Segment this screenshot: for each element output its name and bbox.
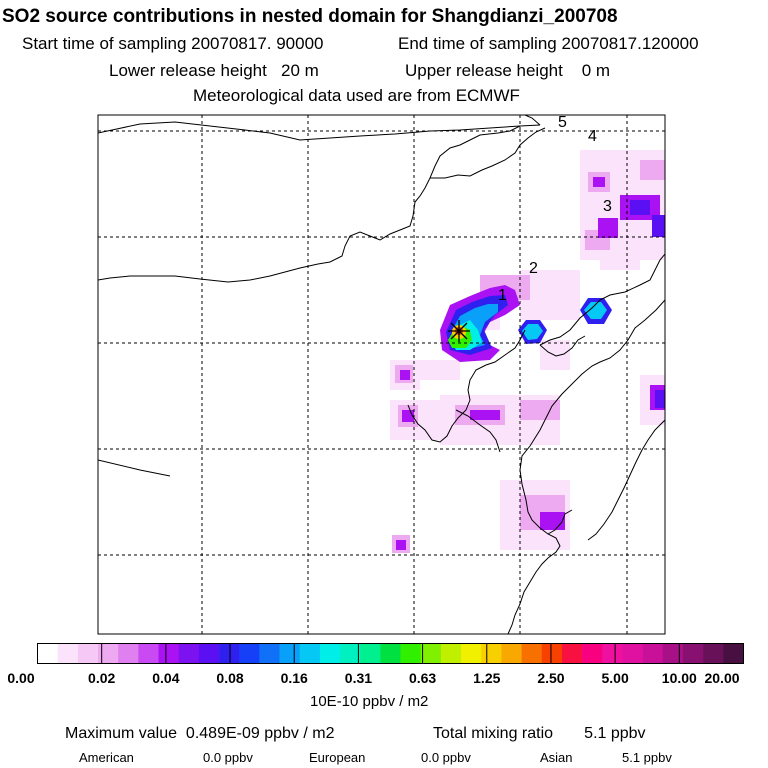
total-mixing-value: 5.1 ppbv [584, 725, 646, 742]
maximum-value-label: Maximum value [65, 725, 178, 742]
coastlines [98, 115, 665, 634]
colorbar-cell [319, 643, 341, 664]
upper-release-label: Upper release height [405, 61, 563, 80]
lower-release-value: 20 m [281, 61, 319, 80]
meteo-source: Meteorological data used are from ECMWF [193, 86, 520, 105]
colorbar-cell [420, 643, 442, 664]
colorbar-cell [602, 643, 623, 664]
colorbar-tick-label: 0.04 [152, 670, 180, 686]
colorbar-tick-label: 2.50 [537, 670, 565, 686]
colorbar-cell [279, 643, 301, 664]
colorbar-cell [481, 643, 502, 664]
contour-label-4: 4 [588, 128, 597, 145]
colorbar-tick-label: 1.25 [473, 670, 501, 686]
map-frame [97, 114, 666, 635]
colorbar-cell [703, 643, 724, 664]
colorbar-cell [77, 643, 99, 664]
upper-release-height: Upper release height 0 m [405, 61, 610, 81]
contour-label-1: 1 [498, 287, 507, 304]
maximum-value: Maximum value 0.489E-09 ppbv / m2 [65, 725, 334, 743]
colorbar-cell [259, 643, 280, 664]
colorbar-cell [501, 643, 522, 664]
plot-title: SO2 source contributions in nested domai… [2, 6, 618, 27]
colorbar-cell [219, 643, 240, 664]
colorbar-cell [57, 643, 79, 664]
asian-label: Asian [540, 750, 573, 765]
colorbar-cell [561, 643, 583, 664]
colorbar-cell [360, 643, 381, 664]
colorbar-cell [461, 643, 482, 664]
colorbar-cell [662, 643, 684, 664]
concentration-field [98, 115, 665, 634]
colorbar-cell [380, 643, 401, 664]
colorbar-tick-label: 0.31 [344, 670, 373, 686]
end-time: End time of sampling 20070817.120000 [398, 34, 699, 54]
lower-release-label: Lower release height [109, 61, 267, 80]
receptor-star-icon [448, 320, 470, 342]
european-label: European [309, 750, 366, 765]
colorbar-cell [642, 643, 664, 664]
colorbar-cell [138, 643, 159, 664]
colorbar-tick-label: 5.00 [601, 670, 629, 686]
colorbar-tick-label: 10.00 [661, 670, 697, 686]
colorbar-cell [178, 643, 200, 664]
colorbar-cell [723, 643, 744, 664]
contour-label-3: 3 [603, 198, 612, 215]
colorbar-tick-label: 0.02 [88, 670, 116, 686]
total-mixing-label: Total mixing ratio [433, 725, 554, 742]
start-time-label: Start time of sampling [22, 34, 187, 53]
colorbar-cell [682, 643, 704, 664]
colorbar [37, 643, 744, 664]
american-label: American [79, 750, 134, 765]
colorbar-tick-label: 0.63 [408, 670, 437, 686]
start-time-value: 20070817. 90000 [191, 34, 324, 53]
end-time-value: 20070817.120000 [561, 34, 699, 53]
start-time: Start time of sampling 20070817. 90000 [22, 34, 324, 54]
lower-release-height: Lower release height 20 m [109, 61, 319, 81]
colorbar-cell [440, 643, 462, 664]
colorbar-tick-label: 0.00 [7, 670, 35, 686]
upper-release-value: 0 m [581, 61, 611, 80]
colorbar-cell [521, 643, 543, 664]
contour-label-5: 5 [558, 114, 567, 131]
colorbar-cell [340, 643, 361, 664]
colorbar-cell [541, 643, 563, 664]
colorbar-units: 10E-10 ppbv / m2 [310, 693, 429, 710]
colorbar-tick-label: 0.08 [216, 670, 244, 686]
colorbar-cell [582, 643, 603, 664]
colorbar-cell [622, 643, 643, 664]
colorbar-cell [158, 643, 179, 664]
end-time-label: End time of sampling [398, 34, 557, 53]
colorbar-cell [400, 643, 422, 664]
total-mixing-ratio: Total mixing ratio 5.1 ppbv [433, 725, 646, 743]
colorbar-cell [98, 643, 119, 664]
lat-lon-grid [98, 115, 665, 634]
colorbar-cell [37, 643, 58, 664]
colorbar-tick-label: 20.00 [704, 670, 740, 686]
colorbar-cell [118, 643, 139, 664]
colorbar-tick-label: 0.16 [280, 670, 308, 686]
contour-label-2: 2 [529, 260, 538, 277]
colorbar-cell [198, 643, 220, 664]
colorbar-cell [299, 643, 321, 664]
asian-value: 5.1 ppbv [622, 750, 672, 765]
map-panel: 1 2 3 4 5 [97, 114, 666, 635]
colorbar-cell [239, 643, 260, 664]
american-value: 0.0 ppbv [203, 750, 253, 765]
maximum-value-number: 0.489E-09 ppbv / m2 [185, 725, 335, 742]
european-value: 0.0 ppbv [421, 750, 471, 765]
